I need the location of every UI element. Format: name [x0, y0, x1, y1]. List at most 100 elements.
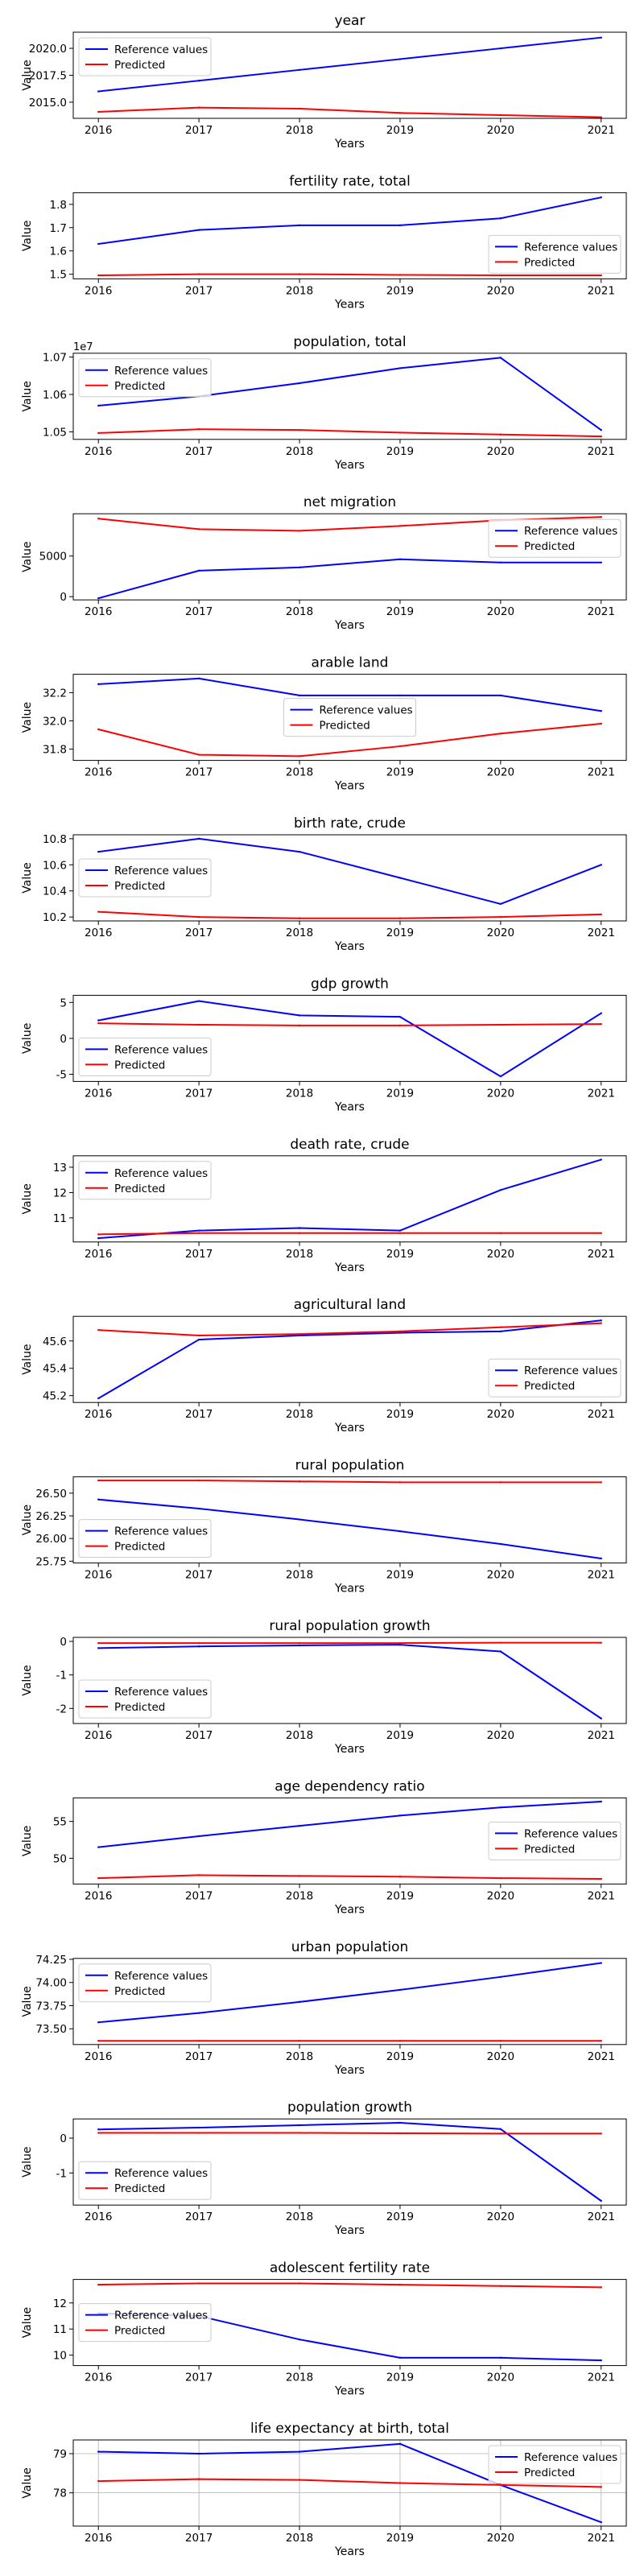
- data-point: [298, 1024, 301, 1027]
- chart-panel: rural population 2016 2017 2018 2019 2020 2021…: [21, 1458, 627, 1596]
- x-axis-label: Years: [334, 298, 365, 311]
- legend-label: Reference values: [114, 43, 208, 56]
- y-tick-label: 74.00: [35, 1977, 67, 1990]
- data-point: [197, 1023, 200, 1026]
- legend-label: Predicted: [114, 1059, 165, 1071]
- data-point: [600, 1319, 602, 1322]
- data-point: [499, 1481, 502, 1484]
- data-point: [298, 1644, 301, 1647]
- data-point: [298, 2338, 301, 2341]
- data-point: [398, 877, 402, 879]
- x-tick-label: 2019: [386, 927, 414, 939]
- data-point: [398, 1232, 402, 1234]
- data-point: [600, 274, 602, 277]
- plot-frame: [72, 674, 627, 762]
- data-point: [298, 694, 301, 697]
- data-point: [197, 2132, 200, 2134]
- x-tick-label: 2021: [588, 1569, 615, 1582]
- series-line: [98, 2132, 601, 2135]
- plot-frame: [72, 1476, 627, 1564]
- x-tick-label: 2017: [185, 766, 213, 779]
- data-point: [298, 1227, 301, 1229]
- x-axis-label: Years: [334, 1422, 365, 1435]
- data-point: [600, 428, 602, 431]
- data-point: [197, 273, 200, 275]
- x-axis-label: Years: [334, 2385, 365, 2398]
- y-tick-label: 5: [60, 997, 67, 1009]
- x-tick-label: 2021: [588, 1889, 615, 1902]
- data-point: [499, 274, 502, 277]
- data-point: [600, 864, 602, 866]
- data-point: [197, 915, 200, 919]
- data-point: [97, 404, 100, 407]
- y-tick-label: 1.6: [50, 246, 67, 258]
- data-point: [499, 114, 502, 117]
- data-point: [197, 1334, 200, 1337]
- series-line: [98, 677, 601, 712]
- y-tick-label: 11: [53, 2323, 67, 2336]
- x-tick-label: 2017: [185, 1087, 213, 1100]
- data-point: [197, 2478, 200, 2480]
- legend-label: Predicted: [524, 2467, 575, 2479]
- x-tick-label: 2016: [85, 2050, 112, 2063]
- x-tick-label: 2018: [286, 2211, 313, 2223]
- series-line: [98, 1022, 601, 1026]
- x-axis-label: Years: [334, 1743, 365, 1756]
- data-point: [298, 2124, 301, 2127]
- data-point: [398, 1530, 402, 1533]
- series-line: [98, 2282, 601, 2289]
- y-tick-label: 73.75: [35, 2000, 67, 2013]
- y-tick-label: 0: [60, 2132, 67, 2145]
- series-line: [98, 1644, 602, 1719]
- data-point: [197, 1645, 200, 1648]
- x-tick-label: 2018: [286, 1729, 313, 1742]
- data-point: [499, 2128, 502, 2130]
- y-tick-label: 73.50: [35, 2023, 67, 2036]
- series-line: [98, 1874, 601, 1880]
- data-point: [398, 917, 402, 919]
- y-tick-label: -1: [56, 2167, 67, 2180]
- data-point: [499, 1330, 502, 1333]
- legend-label: Reference values: [114, 1686, 208, 1699]
- data-point: [298, 2039, 301, 2042]
- x-axis-label: Years: [334, 1100, 365, 1113]
- x-tick-label: 2018: [286, 2372, 313, 2384]
- data-point: [600, 1322, 602, 1324]
- x-tick-label: 2020: [487, 2532, 514, 2545]
- x-tick-label: 2016: [85, 445, 112, 458]
- data-point: [197, 1641, 200, 1645]
- data-point: [600, 1232, 602, 1234]
- data-point: [97, 683, 100, 686]
- data-point: [197, 2012, 200, 2014]
- data-point: [298, 1232, 301, 1234]
- data-point: [499, 694, 502, 697]
- legend: Reference values Predicted: [78, 358, 212, 398]
- data-point: [298, 2132, 301, 2134]
- data-point: [197, 2282, 200, 2285]
- y-tick-label: 1.05: [43, 426, 67, 439]
- y-tick-label: 12: [53, 2297, 67, 2310]
- chart-panel: agricultural land 2016 2017 2018 2019 2020 202…: [21, 1297, 627, 1435]
- data-point: [298, 566, 301, 569]
- data-point: [398, 2039, 402, 2042]
- x-tick-label: 2016: [85, 1889, 112, 1902]
- data-point: [600, 722, 602, 725]
- series-line: [98, 1232, 601, 1236]
- data-point: [600, 2520, 602, 2524]
- data-point: [298, 107, 301, 110]
- chart-title: adolescent fertility rate: [270, 2260, 430, 2277]
- data-point: [600, 1158, 602, 1161]
- y-axis-label: Value: [21, 1023, 34, 1054]
- data-point: [499, 1326, 502, 1328]
- data-point: [600, 1022, 602, 1026]
- legend-label: Predicted: [114, 1183, 165, 1195]
- x-tick-label: 2017: [185, 2050, 213, 2063]
- legend: Reference values Predicted: [78, 858, 212, 898]
- data-point: [298, 1333, 301, 1335]
- legend-box: [78, 2303, 212, 2343]
- legend-label: Predicted: [114, 880, 165, 893]
- data-point: [600, 2132, 602, 2135]
- plot-frame: [72, 834, 627, 922]
- y-tick-label: 0: [60, 1033, 67, 1046]
